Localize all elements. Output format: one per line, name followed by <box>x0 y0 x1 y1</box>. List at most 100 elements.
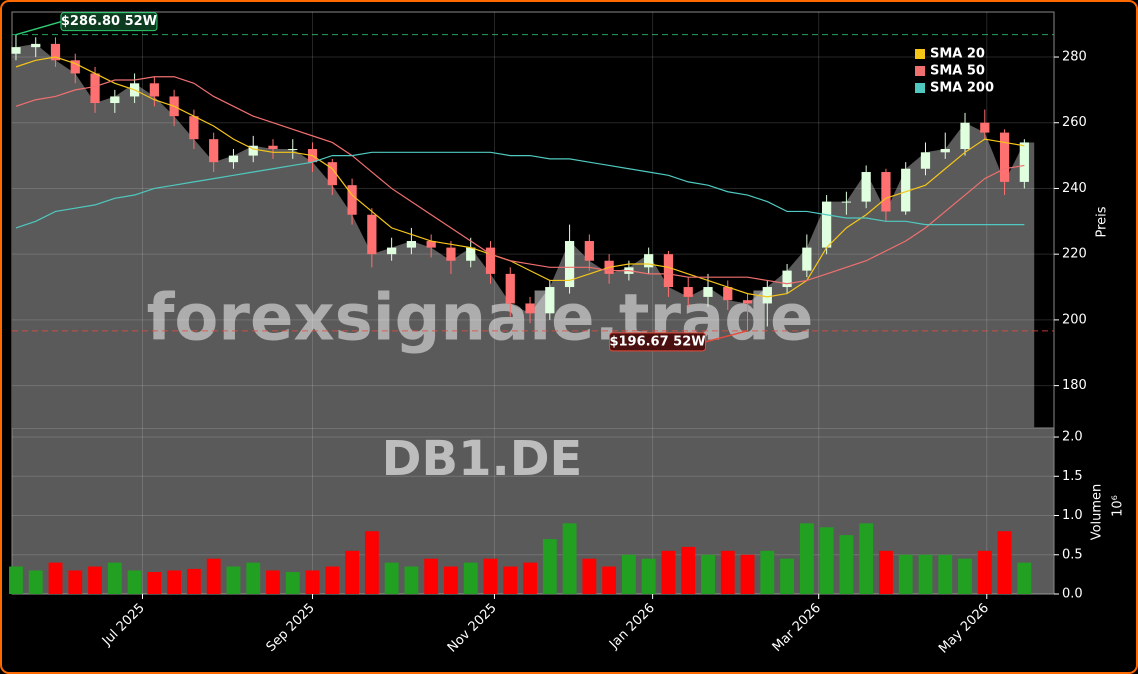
volume-tick-label: 1.5 <box>1062 469 1083 484</box>
volume-bar <box>602 566 617 594</box>
volume-bar <box>305 570 320 594</box>
legend-label: SMA 200 <box>930 81 994 96</box>
candle-body <box>861 172 871 202</box>
candle-body <box>149 83 159 97</box>
volume-bar <box>977 550 992 594</box>
annotation-box <box>609 332 707 352</box>
volume-bar <box>898 554 913 594</box>
candle-body <box>426 241 436 248</box>
volume-bar <box>542 539 557 594</box>
volume-bar <box>938 554 953 594</box>
candle-body <box>920 152 931 169</box>
candle-body <box>525 303 535 314</box>
candle-body <box>999 132 1010 182</box>
candle-body <box>228 155 239 163</box>
volume-bar <box>384 562 399 594</box>
volume-bar <box>523 562 537 594</box>
volume-tick-label: 1.0 <box>1062 508 1083 523</box>
candle-body <box>802 247 812 271</box>
volume-bar <box>839 535 854 594</box>
volume-bar <box>641 558 656 594</box>
y-tick-label: 260 <box>1062 115 1087 130</box>
candle-body <box>505 273 515 304</box>
volume-bar <box>147 572 162 594</box>
candle-body <box>545 287 555 314</box>
candle-body <box>387 247 397 255</box>
candle-body <box>703 287 713 297</box>
volume-bar <box>48 562 63 594</box>
candle-body <box>268 145 278 150</box>
ticker: DB1.DE <box>382 431 583 487</box>
candle-body <box>881 172 891 212</box>
candle-body <box>683 287 693 297</box>
candle-body <box>485 247 496 274</box>
volume-bar <box>364 531 379 594</box>
candle-body <box>1019 142 1029 182</box>
volume-bar <box>107 562 122 594</box>
candle-body <box>327 162 337 186</box>
volume-tick-label: 0.5 <box>1062 547 1083 562</box>
volume-bar <box>819 527 834 594</box>
candle-body <box>209 139 219 163</box>
candle-body <box>110 96 120 104</box>
annotation-arrow <box>705 330 748 343</box>
candle-body <box>288 149 298 151</box>
candle-body <box>11 47 21 54</box>
sma-line <box>15 56 1025 298</box>
volume-bar <box>28 570 43 594</box>
volume-bar <box>68 570 83 594</box>
y-label: Preis <box>1095 206 1110 237</box>
candle-body <box>762 287 772 304</box>
volume-bar <box>88 566 102 594</box>
volume-bar <box>325 566 340 594</box>
volume-bar <box>285 572 300 594</box>
candle-body <box>446 247 456 261</box>
candle-body <box>822 201 832 248</box>
volume-bar <box>424 558 439 594</box>
volume-bar <box>859 523 874 594</box>
candle-body <box>723 287 733 301</box>
volume-bar <box>1017 562 1032 594</box>
legend-swatch <box>915 49 925 59</box>
candle-body <box>841 201 852 203</box>
candle-body <box>663 254 674 288</box>
plot: forexsignale.trade DB1.DE 180 200 220 240 260 2… <box>9 11 1087 657</box>
volume-bar <box>661 550 676 594</box>
legend-label: SMA 50 <box>930 64 985 79</box>
candle-body <box>70 60 80 74</box>
volume-label: Volumen <box>1090 484 1105 541</box>
y-tick-label: 240 <box>1062 181 1087 196</box>
volume-bar <box>463 562 478 594</box>
candle-body <box>189 116 199 140</box>
volume-bar <box>444 566 458 594</box>
volume-bar <box>206 558 221 594</box>
volume-bar <box>226 566 241 594</box>
candle-body <box>980 122 990 133</box>
volume-tick-label: 2.0 <box>1062 430 1083 445</box>
volume-bar <box>621 554 636 594</box>
legend-swatch <box>915 83 925 93</box>
annotation-label: $196.67 52W <box>609 334 705 349</box>
annotation-arrow <box>15 20 62 36</box>
candle-body <box>644 254 654 268</box>
legend-label: SMA 20 <box>930 47 985 62</box>
volume-bar <box>760 550 775 594</box>
candle-body <box>31 43 41 48</box>
candle-body <box>940 149 950 153</box>
volume-bar <box>266 570 280 594</box>
volume-bar <box>918 554 933 594</box>
candle-body <box>347 185 357 215</box>
volume-bar <box>681 546 696 594</box>
volume-bar <box>958 558 972 594</box>
candle-body <box>782 270 792 288</box>
volume-bar <box>345 550 360 594</box>
candle-body <box>742 300 753 304</box>
sma-line <box>15 151 1025 229</box>
volume-bar <box>127 570 142 594</box>
y-tick-label: 180 <box>1062 378 1087 393</box>
volume-bar <box>186 568 201 594</box>
legend-swatch <box>915 66 925 76</box>
volume-bar <box>701 554 715 594</box>
volume-bar <box>562 523 577 594</box>
